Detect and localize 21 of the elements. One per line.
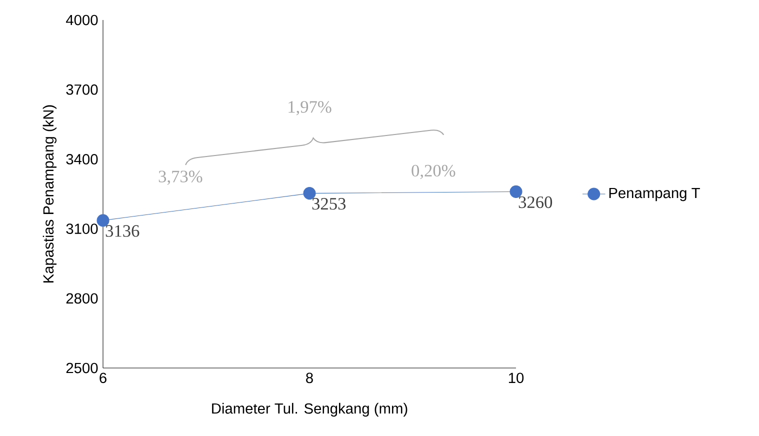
data-label: 3136 [106,225,140,237]
y-tick-label: 2800 [66,293,98,304]
x-tick-label: 8 [306,372,313,384]
y-tick-label: 3700 [66,84,98,95]
annotation: 0,20% [412,164,456,180]
annotation: 3,73% [158,170,202,185]
data-label: 3260 [518,196,552,208]
y-tick-label: 3100 [66,224,98,234]
x-axis-title: Diameter Tul. Sengkang (mm) [212,402,408,417]
legend-label: Penampang T [609,188,700,202]
y-tick-label: 3400 [66,154,98,164]
data-label: 3253 [312,198,346,210]
annotation: 1,97% [288,101,332,116]
x-tick-label: 6 [100,372,106,384]
y-tick-label: 4000 [66,14,98,26]
x-tick-label: 10 [508,372,524,384]
y-tick-label: 2500 [66,362,98,374]
point [510,185,522,198]
point [96,214,110,227]
y-axis-title: Kapastias Penampang (kN) [42,105,56,282]
point [303,187,316,200]
